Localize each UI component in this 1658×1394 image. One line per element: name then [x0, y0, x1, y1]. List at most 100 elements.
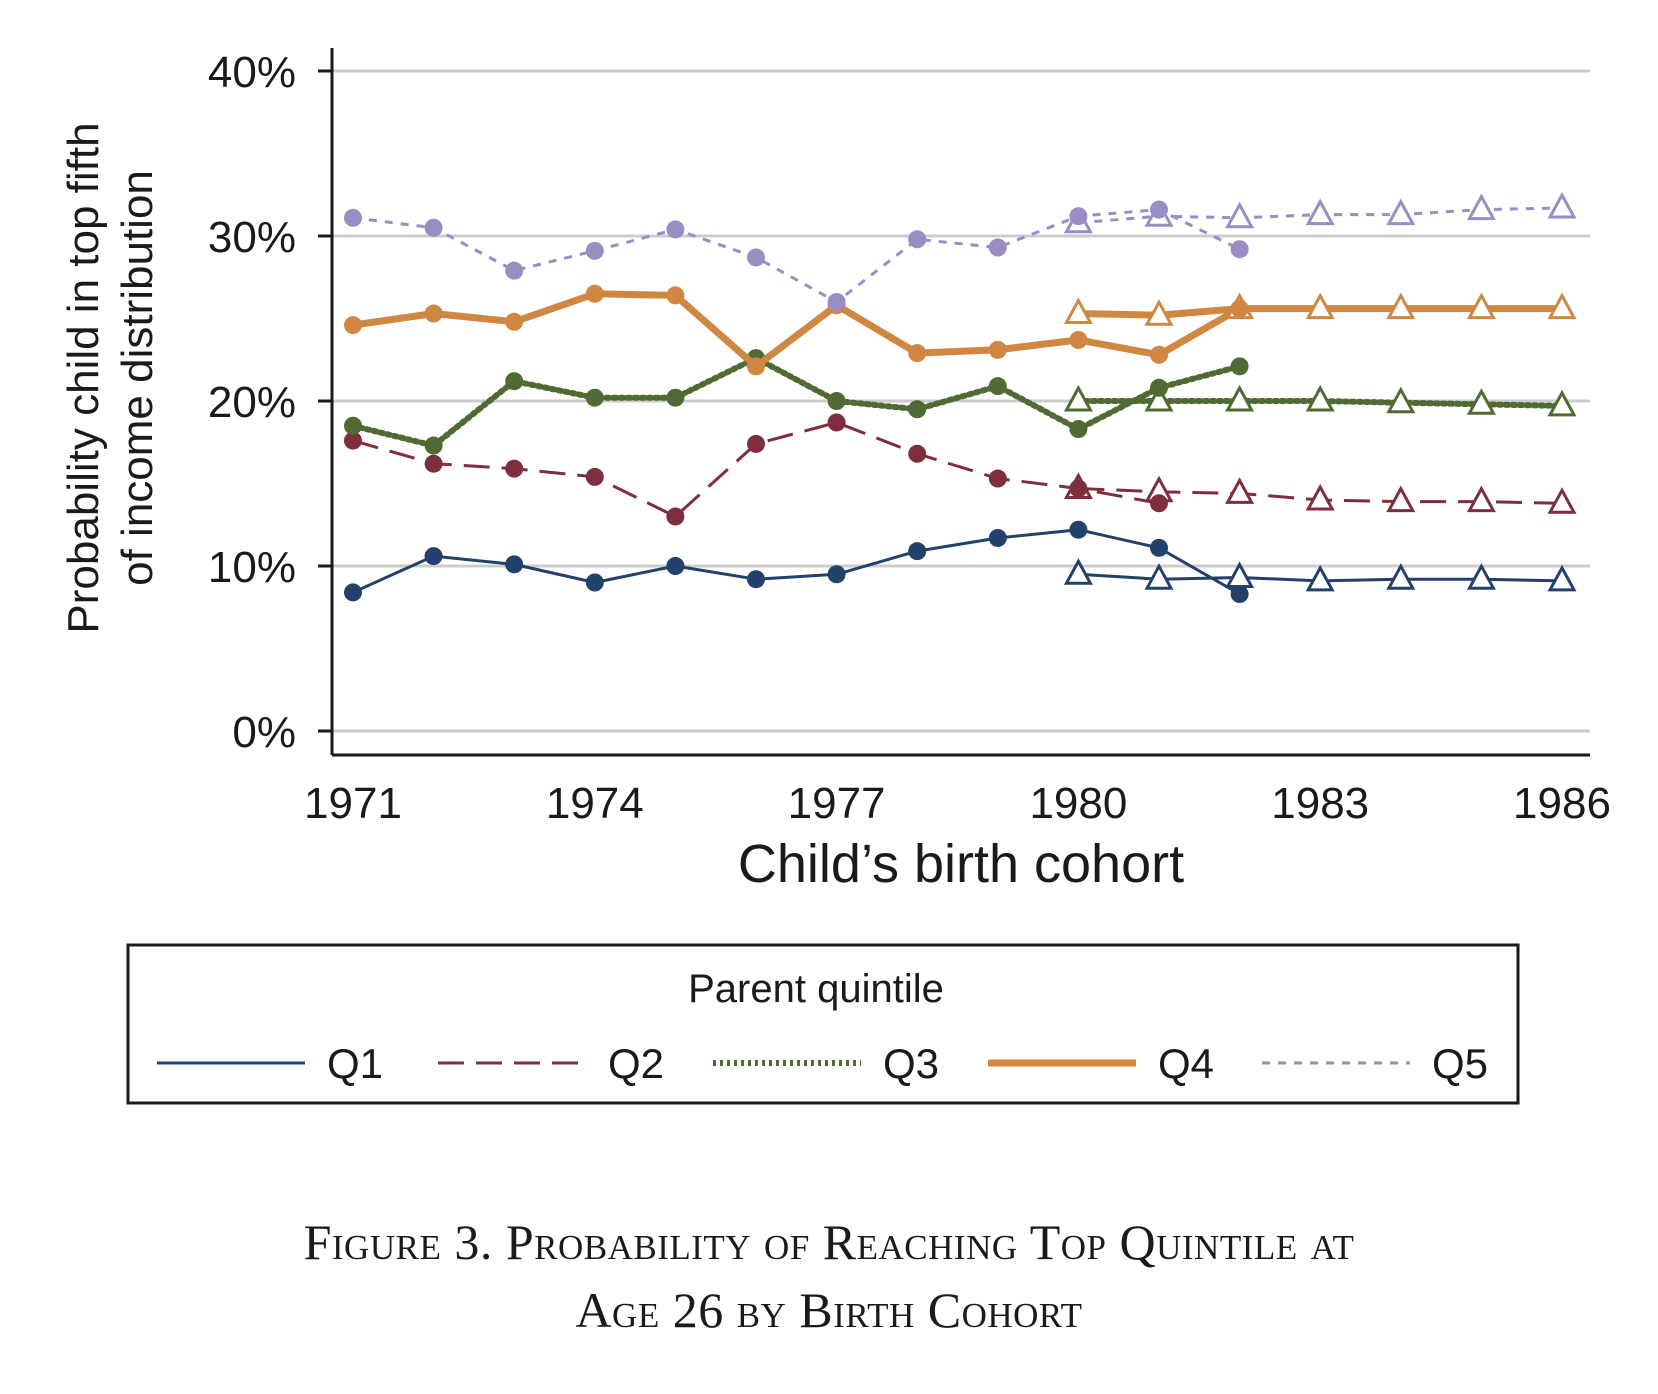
circle-point-Q1 — [666, 557, 685, 575]
circle-point-Q2 — [747, 434, 765, 453]
circle-point-Q1 — [988, 528, 1007, 547]
x-tick-label: 1980 — [1029, 779, 1127, 828]
series-line-Q3-observed — [350, 355, 1243, 449]
circle-point-Q1 — [344, 583, 362, 602]
legend-label-Q5: Q5 — [1432, 1040, 1488, 1087]
triangle-point-Q4 — [1466, 292, 1496, 320]
series-Q3 — [344, 349, 1577, 455]
triangle-point-Q4 — [1386, 292, 1416, 320]
series — [344, 191, 1577, 604]
series-Q2 — [344, 413, 1577, 526]
circle-point-Q1 — [908, 542, 927, 561]
circle-point-Q5 — [1150, 200, 1168, 219]
circle-point-Q4 — [344, 316, 362, 335]
legend: Parent quintile Q1 Q2 Q3 Q4 Q5 — [126, 943, 1520, 1105]
circle-point-Q5 — [988, 238, 1007, 257]
triangle-point-Q1 — [1063, 558, 1093, 585]
triangle-point-Q3 — [1386, 386, 1416, 414]
legend-label-Q4: Q4 — [1158, 1040, 1214, 1087]
triangle-point-Q1 — [1547, 564, 1577, 592]
circle-point-Q4 — [666, 286, 685, 305]
circle-point-Q1 — [1150, 538, 1168, 557]
x-tick-labels: 1971 1974 1977 1980 1983 1986 — [304, 779, 1611, 828]
circle-point-Q4 — [747, 357, 765, 376]
circle-point-Q4 — [585, 284, 604, 303]
triangle-point-Q5 — [1305, 198, 1335, 226]
y-tick-label: 10% — [208, 543, 296, 592]
triangle-point-Q2 — [1466, 485, 1496, 513]
circle-point-Q3 — [1150, 378, 1168, 397]
circle-point-Q2 — [344, 431, 362, 450]
series-Q1 — [344, 520, 1577, 604]
circle-point-Q3 — [666, 388, 685, 407]
triangle-point-Q3 — [1225, 384, 1255, 412]
triangle-point-Q1 — [1466, 563, 1496, 590]
triangle-point-Q2 — [1386, 485, 1416, 513]
circle-point-Q1 — [747, 570, 765, 589]
triangle-point-Q4 — [1305, 292, 1335, 320]
circle-point-Q5 — [747, 248, 765, 267]
triangle-point-Q3 — [1547, 389, 1577, 417]
caption-line-2: Age 26 by Birth Cohort — [575, 1282, 1083, 1338]
triangle-point-Q5 — [1466, 193, 1496, 221]
y-tick-label: 30% — [208, 213, 296, 262]
x-tick-label: 1977 — [788, 779, 886, 828]
line-chart: 0%10%20%30%40% 1971 1974 1977 1980 1983 1986 … — [59, 48, 1611, 1105]
caption-line-1: Figure 3. Probability of Reaching Top Qu… — [303, 1214, 1355, 1270]
circle-point-Q2 — [424, 454, 443, 473]
circle-point-Q4 — [908, 344, 927, 363]
circle-point-Q1 — [827, 565, 846, 584]
triangle-point-Q2 — [1305, 483, 1335, 511]
triangle-point-Q5 — [1225, 201, 1255, 229]
circle-point-Q5 — [908, 230, 927, 249]
circle-point-Q5 — [666, 220, 685, 239]
triangle-point-Q5 — [1547, 191, 1577, 219]
circle-point-Q3 — [1230, 357, 1249, 376]
triangle-point-Q3 — [1305, 384, 1335, 412]
series-line-Q1-observed — [352, 528, 1241, 596]
triangle-point-Q3 — [1063, 384, 1093, 412]
circle-point-Q3 — [988, 377, 1007, 396]
circle-point-Q5 — [1230, 240, 1249, 259]
x-tick-label: 1983 — [1271, 779, 1369, 828]
triangle-point-Q3 — [1466, 388, 1496, 415]
legend-label-Q3: Q3 — [883, 1040, 939, 1087]
triangle-point-Q1 — [1144, 563, 1174, 590]
circle-point-Q4 — [1150, 345, 1168, 364]
y-tick-labels: 0% 10% 20% 30% 40% — [208, 48, 296, 757]
y-tick-label: 0% — [232, 708, 296, 757]
circle-point-Q2 — [1069, 479, 1088, 498]
circle-point-Q5 — [505, 261, 524, 280]
triangle-point-Q4 — [1063, 297, 1093, 324]
circle-point-Q5 — [424, 218, 443, 237]
series-line-Q5-observed — [352, 208, 1241, 304]
circle-point-Q2 — [666, 507, 685, 526]
circle-point-Q4 — [1230, 299, 1249, 318]
legend-label-Q1: Q1 — [327, 1040, 383, 1087]
circle-point-Q5 — [827, 293, 846, 311]
triangle-point-Q4 — [1144, 299, 1174, 326]
circle-point-Q2 — [505, 459, 524, 478]
circle-point-Q5 — [585, 241, 604, 260]
circle-point-Q5 — [344, 208, 362, 227]
y-tick-label: 20% — [208, 378, 296, 427]
x-axis-title: Child’s birth cohort — [738, 834, 1184, 894]
circle-point-Q4 — [424, 304, 443, 323]
triangle-point-Q5 — [1386, 198, 1416, 226]
circle-point-Q5 — [1069, 207, 1088, 226]
legend-label-Q2: Q2 — [608, 1040, 664, 1087]
series-Q5 — [344, 191, 1577, 311]
x-tick-label: 1986 — [1513, 779, 1611, 828]
circle-point-Q4 — [505, 312, 524, 331]
circle-point-Q1 — [1230, 585, 1249, 604]
triangle-point-Q1 — [1225, 561, 1255, 588]
triangle-point-Q2 — [1225, 477, 1255, 504]
triangle-point-Q1 — [1305, 564, 1335, 592]
triangle-point-Q3 — [1144, 384, 1174, 412]
y-axis-title-line1: Probability child in top fifth — [59, 122, 108, 633]
circle-point-Q3 — [908, 400, 927, 419]
x-tick-label: 1974 — [546, 779, 644, 828]
circle-point-Q1 — [585, 573, 604, 592]
circle-point-Q2 — [585, 467, 604, 486]
